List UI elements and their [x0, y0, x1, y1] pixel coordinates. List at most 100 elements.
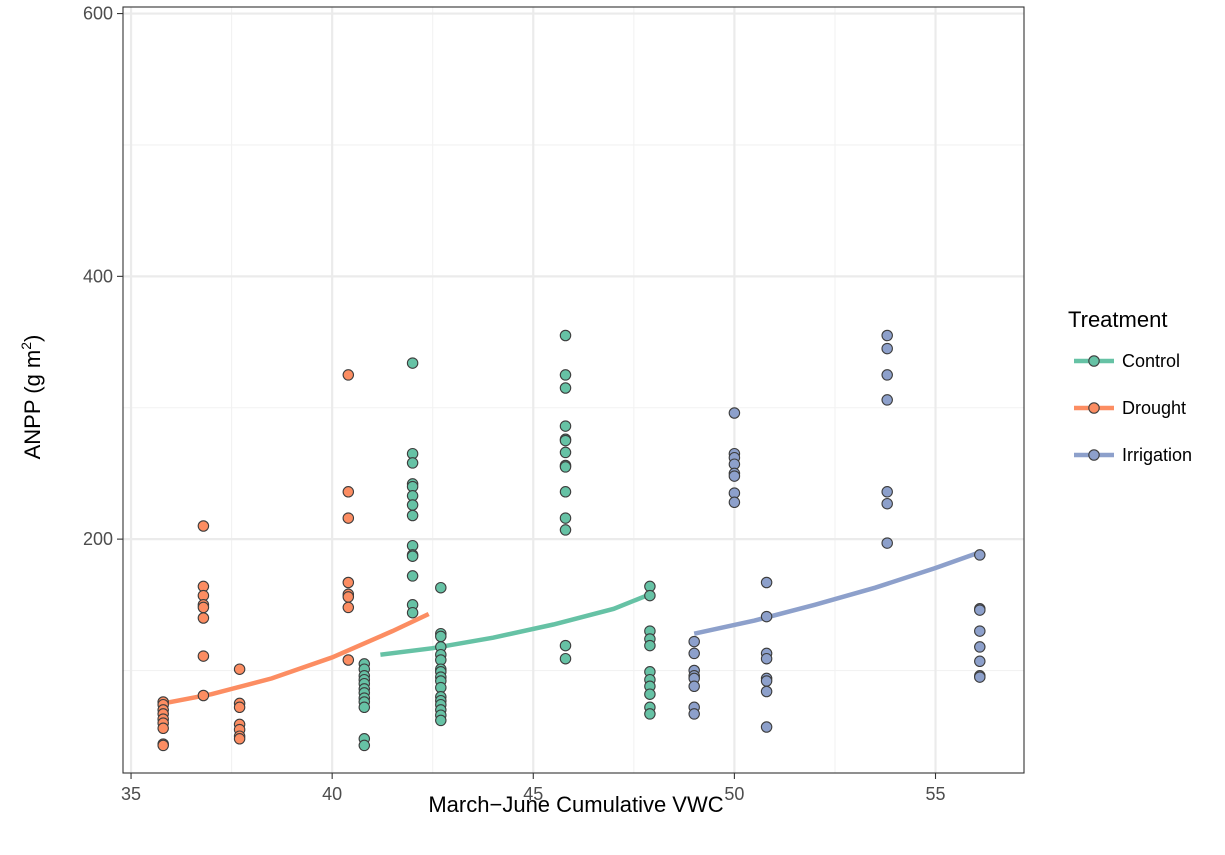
point-irrigation [760, 652, 773, 665]
legend-point-control [1088, 355, 1100, 367]
point-drought [197, 612, 210, 624]
point-irrigation [688, 647, 700, 660]
fit-line-irrigation [693, 550, 981, 636]
legend-item-drought: Drought [1074, 398, 1186, 418]
x-axis-label: March−June Cumulative VWC [428, 792, 723, 817]
legend-label-drought: Drought [1122, 398, 1186, 418]
point-drought [197, 689, 210, 702]
point-control [435, 630, 447, 643]
y-tick-label: 400 [83, 266, 113, 286]
point-control [559, 446, 572, 459]
y-axis-label-superscript: 2 [18, 342, 34, 350]
x-tick-label: 50 [724, 784, 744, 804]
point-control [559, 486, 572, 498]
point-irrigation [760, 610, 773, 623]
point-control [559, 639, 572, 652]
point-irrigation [974, 604, 986, 616]
point-control [358, 701, 371, 714]
panel-background [123, 7, 1024, 773]
point-control [559, 652, 572, 665]
y-axis-label-end: ) [20, 335, 45, 342]
point-control [559, 329, 572, 342]
point-drought [197, 601, 210, 614]
point-irrigation [974, 549, 986, 561]
legend-point-irrigation [1088, 449, 1100, 461]
point-irrigation [881, 369, 893, 381]
point-drought [197, 650, 210, 662]
fit-line-control [380, 592, 651, 657]
point-control [644, 708, 656, 720]
y-tick-label: 200 [83, 529, 113, 549]
panel-border [122, 6, 1025, 774]
y-axis-label: ANPP (g m2) [18, 335, 45, 460]
point-irrigation [974, 625, 986, 637]
point-control [435, 581, 447, 594]
point-control [644, 589, 656, 602]
x-tick-label: 35 [121, 784, 141, 804]
point-control [406, 509, 419, 522]
point-drought [342, 486, 355, 498]
legend: Treatment Control Drought Irrigation [1068, 307, 1192, 465]
point-control [559, 420, 572, 432]
point-irrigation [974, 641, 986, 653]
point-drought [342, 591, 355, 603]
point-drought [342, 601, 355, 614]
axes: 35 40 45 50 55 200 400 600 [83, 4, 946, 804]
point-control [406, 570, 419, 582]
point-control [559, 512, 572, 524]
point-control [406, 606, 419, 619]
x-tick-label: 55 [925, 784, 945, 804]
point-control [559, 461, 572, 473]
point-control [644, 639, 656, 652]
point-drought [157, 739, 169, 752]
point-drought [157, 722, 169, 735]
point-control [559, 382, 572, 394]
point-control [559, 524, 572, 536]
legend-item-irrigation: Irrigation [1074, 445, 1192, 465]
point-irrigation [688, 680, 700, 693]
legend-label-irrigation: Irrigation [1122, 445, 1192, 465]
legend-items: Control Drought Irrigation [1074, 351, 1192, 465]
point-control [435, 714, 447, 727]
point-irrigation [728, 470, 741, 482]
point-irrigation [760, 685, 773, 698]
point-control [559, 434, 572, 447]
point-control [644, 688, 656, 700]
point-irrigation [974, 671, 986, 683]
point-drought [342, 512, 355, 524]
x-tick-label: 45 [523, 784, 543, 804]
point-drought [342, 654, 355, 666]
point-control [406, 457, 419, 469]
point-drought [342, 576, 355, 589]
point-irrigation [728, 407, 741, 419]
grid-layer [123, 7, 1024, 773]
point-irrigation [881, 497, 893, 510]
point-irrigation [881, 486, 893, 498]
point-irrigation [688, 708, 700, 720]
point-control [406, 357, 419, 369]
point-irrigation [760, 675, 773, 687]
y-tick-label: 600 [83, 4, 113, 24]
x-tick-label: 40 [322, 784, 342, 804]
point-irrigation [881, 329, 893, 342]
legend-title: Treatment [1068, 307, 1167, 332]
point-control [559, 369, 572, 381]
point-control [406, 499, 419, 511]
point-irrigation [881, 537, 893, 549]
point-irrigation [881, 394, 893, 406]
point-control [358, 739, 371, 752]
legend-label-control: Control [1122, 351, 1180, 371]
point-irrigation [760, 576, 773, 589]
data-points [157, 329, 986, 752]
point-drought [233, 663, 246, 675]
legend-point-drought [1088, 402, 1100, 414]
point-drought [342, 369, 355, 381]
point-irrigation [760, 721, 773, 733]
y-axis-label-main: ANPP (g m [20, 350, 45, 460]
point-control [406, 550, 419, 562]
point-drought [233, 701, 246, 714]
legend-item-control: Control [1074, 351, 1180, 371]
point-drought [197, 520, 210, 532]
